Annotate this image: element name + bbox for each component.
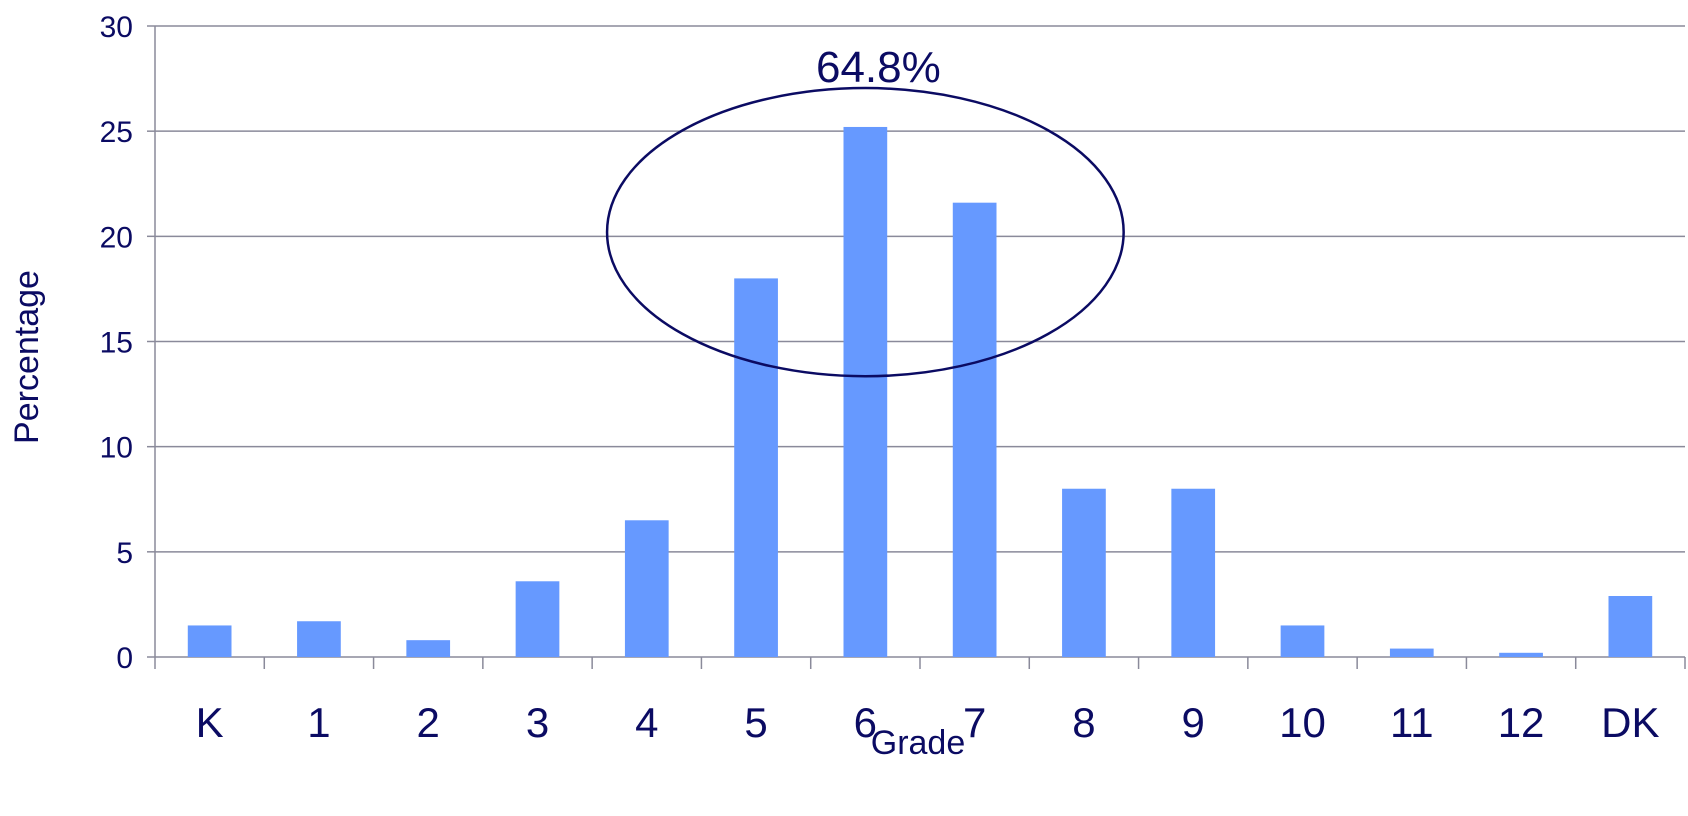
x-tick-label: 4 [635, 699, 658, 746]
x-tick-label: 6 [854, 699, 877, 746]
bar-1 [297, 621, 341, 657]
bar-7 [952, 202, 997, 657]
bar-K [187, 625, 232, 657]
y-tick-label: 5 [116, 537, 133, 570]
y-axis-title: Percentage [8, 270, 46, 444]
annotation-group: 64.8% [605, 43, 1125, 378]
x-tick-label: 2 [417, 699, 440, 746]
y-tick-label: 20 [100, 221, 133, 254]
bar-2 [406, 640, 451, 657]
x-axis-title: Grade [871, 724, 966, 762]
y-tick-label: 30 [100, 11, 133, 44]
annotation-ellipse [605, 86, 1125, 378]
gridlines [155, 25, 1685, 553]
annotation-label: 64.8% [816, 43, 941, 92]
y-tick-label: 0 [116, 642, 133, 675]
x-tick-label: 11 [1390, 699, 1434, 746]
bar-9 [1171, 488, 1216, 657]
x-tick-label: K [196, 699, 224, 746]
y-tick-label: 10 [100, 432, 133, 465]
bar-12 [1499, 652, 1543, 657]
axes [147, 25, 1686, 669]
bar-4 [624, 520, 669, 657]
bar-5 [734, 278, 778, 657]
bar-3 [515, 581, 560, 657]
x-tick-label: 9 [1182, 699, 1205, 746]
bars [187, 126, 1653, 657]
y-tick-label: 25 [100, 116, 133, 149]
bar-11 [1389, 648, 1434, 657]
x-tick-label: DK [1601, 699, 1659, 746]
x-tick-label: 12 [1498, 699, 1545, 746]
bar-8 [1062, 488, 1106, 657]
bar-10 [1280, 625, 1325, 657]
bar-DK [1608, 596, 1653, 657]
x-tick-label: 10 [1279, 699, 1326, 746]
x-tick-label: 8 [1072, 699, 1095, 746]
x-tick-label: 1 [307, 699, 330, 746]
x-tick-label: 3 [526, 699, 549, 746]
x-tick-label: 7 [963, 699, 986, 746]
bar-6 [843, 126, 888, 657]
x-tick-label: 5 [744, 699, 767, 746]
y-tick-label: 15 [100, 327, 133, 360]
